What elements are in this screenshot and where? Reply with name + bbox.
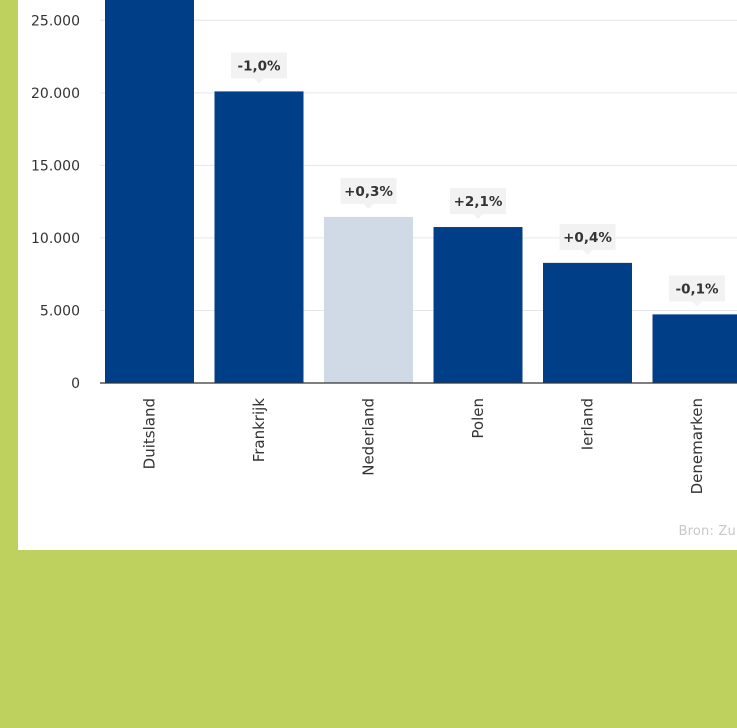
y-tick-label: 25.000 xyxy=(31,13,80,29)
x-tick-label: Duitsland xyxy=(141,398,159,469)
callout-pointer xyxy=(363,203,374,209)
callout-box xyxy=(340,177,397,204)
callout-box xyxy=(231,52,287,79)
bar xyxy=(105,0,194,383)
change-callout: +0,4% xyxy=(559,223,616,255)
change-label: +0,3% xyxy=(344,184,393,200)
x-tick-label: Denemarken xyxy=(688,398,706,494)
callout-pointer xyxy=(473,214,483,220)
callout-pointer xyxy=(254,78,264,84)
callout-pointer xyxy=(582,249,593,255)
bar-chart: -1,0% +0,3% +2,1% +0,4% -0,1% 0 5.000 10.000 15… xyxy=(31,0,737,494)
change-callout: -0,1% xyxy=(669,275,725,307)
x-tick-label: Polen xyxy=(469,398,487,439)
y-axis: 0 5.000 10.000 15.000 20.000 25.000 xyxy=(31,13,80,392)
x-axis: Duitsland Frankrijk Nederland Polen Ierland D… xyxy=(100,382,737,494)
change-label: +2,1% xyxy=(454,194,503,210)
y-tick-label: 0 xyxy=(71,376,80,392)
change-label: +0,4% xyxy=(563,230,612,246)
callout-pointer xyxy=(692,301,702,307)
callout-box xyxy=(669,275,725,302)
x-tick-label: Nederland xyxy=(360,398,378,476)
y-tick-label: 10.000 xyxy=(31,231,80,247)
change-callouts: -1,0% +0,3% +2,1% +0,4% -0,1% xyxy=(231,52,725,307)
chart-panel: -1,0% +0,3% +2,1% +0,4% -0,1% 0 5.000 10.000 15… xyxy=(18,0,737,550)
change-callout: +0,3% xyxy=(340,177,397,209)
bar xyxy=(214,91,304,383)
gridlines xyxy=(100,19,737,311)
x-tick-label: Ierland xyxy=(579,398,597,450)
y-tick-label: 15.000 xyxy=(31,158,80,174)
bar xyxy=(652,314,737,383)
callout-box xyxy=(559,223,616,250)
callout-box xyxy=(450,188,506,215)
bar xyxy=(324,216,413,383)
change-callout: -1,0% xyxy=(231,52,287,84)
change-callout: +2,1% xyxy=(450,188,506,220)
change-label: -1,0% xyxy=(237,58,281,74)
bar xyxy=(433,227,523,383)
y-tick-label: 5.000 xyxy=(40,303,80,319)
change-label: -0,1% xyxy=(675,281,719,297)
bars xyxy=(105,0,737,383)
bar xyxy=(543,262,632,383)
y-tick-label: 20.000 xyxy=(31,86,80,102)
source-note: Bron: ZuivelNL xyxy=(678,524,737,539)
x-tick-label: Frankrijk xyxy=(250,398,268,463)
